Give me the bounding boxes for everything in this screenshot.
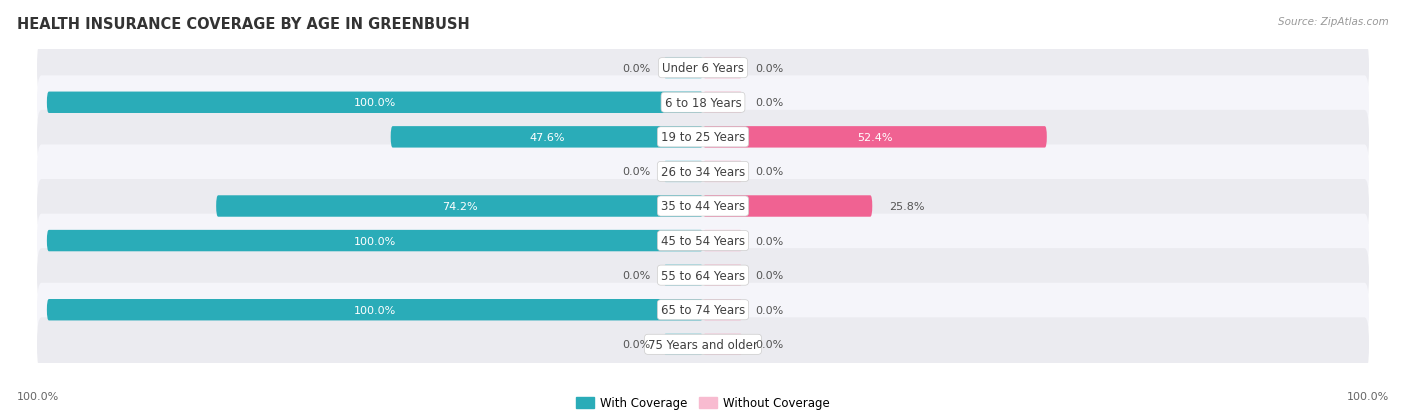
Text: 0.0%: 0.0% (755, 271, 783, 280)
Text: 0.0%: 0.0% (755, 98, 783, 108)
FancyBboxPatch shape (37, 249, 1369, 302)
Text: 0.0%: 0.0% (755, 305, 783, 315)
Text: 65 to 74 Years: 65 to 74 Years (661, 304, 745, 316)
Text: 0.0%: 0.0% (755, 339, 783, 349)
Text: 100.0%: 100.0% (354, 236, 396, 246)
Text: 47.6%: 47.6% (529, 133, 565, 142)
Text: 19 to 25 Years: 19 to 25 Years (661, 131, 745, 144)
FancyBboxPatch shape (703, 58, 742, 79)
Text: 0.0%: 0.0% (623, 339, 651, 349)
FancyBboxPatch shape (37, 111, 1369, 164)
Text: 75 Years and older: 75 Years and older (648, 338, 758, 351)
FancyBboxPatch shape (703, 265, 742, 286)
Text: 100.0%: 100.0% (354, 98, 396, 108)
Text: 0.0%: 0.0% (755, 167, 783, 177)
Text: 45 to 54 Years: 45 to 54 Years (661, 235, 745, 247)
FancyBboxPatch shape (703, 93, 742, 114)
Text: Source: ZipAtlas.com: Source: ZipAtlas.com (1278, 17, 1389, 26)
FancyBboxPatch shape (703, 299, 742, 320)
FancyBboxPatch shape (37, 76, 1369, 130)
Legend: With Coverage, Without Coverage: With Coverage, Without Coverage (572, 392, 834, 413)
FancyBboxPatch shape (391, 127, 703, 148)
FancyBboxPatch shape (664, 58, 703, 79)
Text: 55 to 64 Years: 55 to 64 Years (661, 269, 745, 282)
FancyBboxPatch shape (46, 230, 703, 252)
Text: 0.0%: 0.0% (623, 64, 651, 74)
FancyBboxPatch shape (664, 334, 703, 355)
FancyBboxPatch shape (37, 318, 1369, 371)
FancyBboxPatch shape (217, 196, 703, 217)
FancyBboxPatch shape (37, 214, 1369, 268)
Text: 6 to 18 Years: 6 to 18 Years (665, 97, 741, 109)
Text: 0.0%: 0.0% (623, 167, 651, 177)
Text: 25.8%: 25.8% (889, 202, 924, 211)
FancyBboxPatch shape (664, 161, 703, 183)
FancyBboxPatch shape (703, 230, 742, 252)
FancyBboxPatch shape (37, 283, 1369, 337)
FancyBboxPatch shape (703, 196, 872, 217)
Text: 100.0%: 100.0% (354, 305, 396, 315)
FancyBboxPatch shape (703, 334, 742, 355)
Text: 100.0%: 100.0% (17, 391, 59, 401)
FancyBboxPatch shape (37, 145, 1369, 199)
Text: 35 to 44 Years: 35 to 44 Years (661, 200, 745, 213)
FancyBboxPatch shape (46, 93, 703, 114)
Text: 0.0%: 0.0% (755, 64, 783, 74)
FancyBboxPatch shape (46, 299, 703, 320)
Text: 74.2%: 74.2% (441, 202, 478, 211)
Text: HEALTH INSURANCE COVERAGE BY AGE IN GREENBUSH: HEALTH INSURANCE COVERAGE BY AGE IN GREE… (17, 17, 470, 31)
FancyBboxPatch shape (37, 42, 1369, 95)
Text: 0.0%: 0.0% (755, 236, 783, 246)
FancyBboxPatch shape (703, 161, 742, 183)
Text: 0.0%: 0.0% (623, 271, 651, 280)
Text: 26 to 34 Years: 26 to 34 Years (661, 166, 745, 178)
FancyBboxPatch shape (664, 265, 703, 286)
Text: Under 6 Years: Under 6 Years (662, 62, 744, 75)
FancyBboxPatch shape (37, 180, 1369, 233)
Text: 52.4%: 52.4% (858, 133, 893, 142)
Text: 100.0%: 100.0% (1347, 391, 1389, 401)
FancyBboxPatch shape (703, 127, 1047, 148)
